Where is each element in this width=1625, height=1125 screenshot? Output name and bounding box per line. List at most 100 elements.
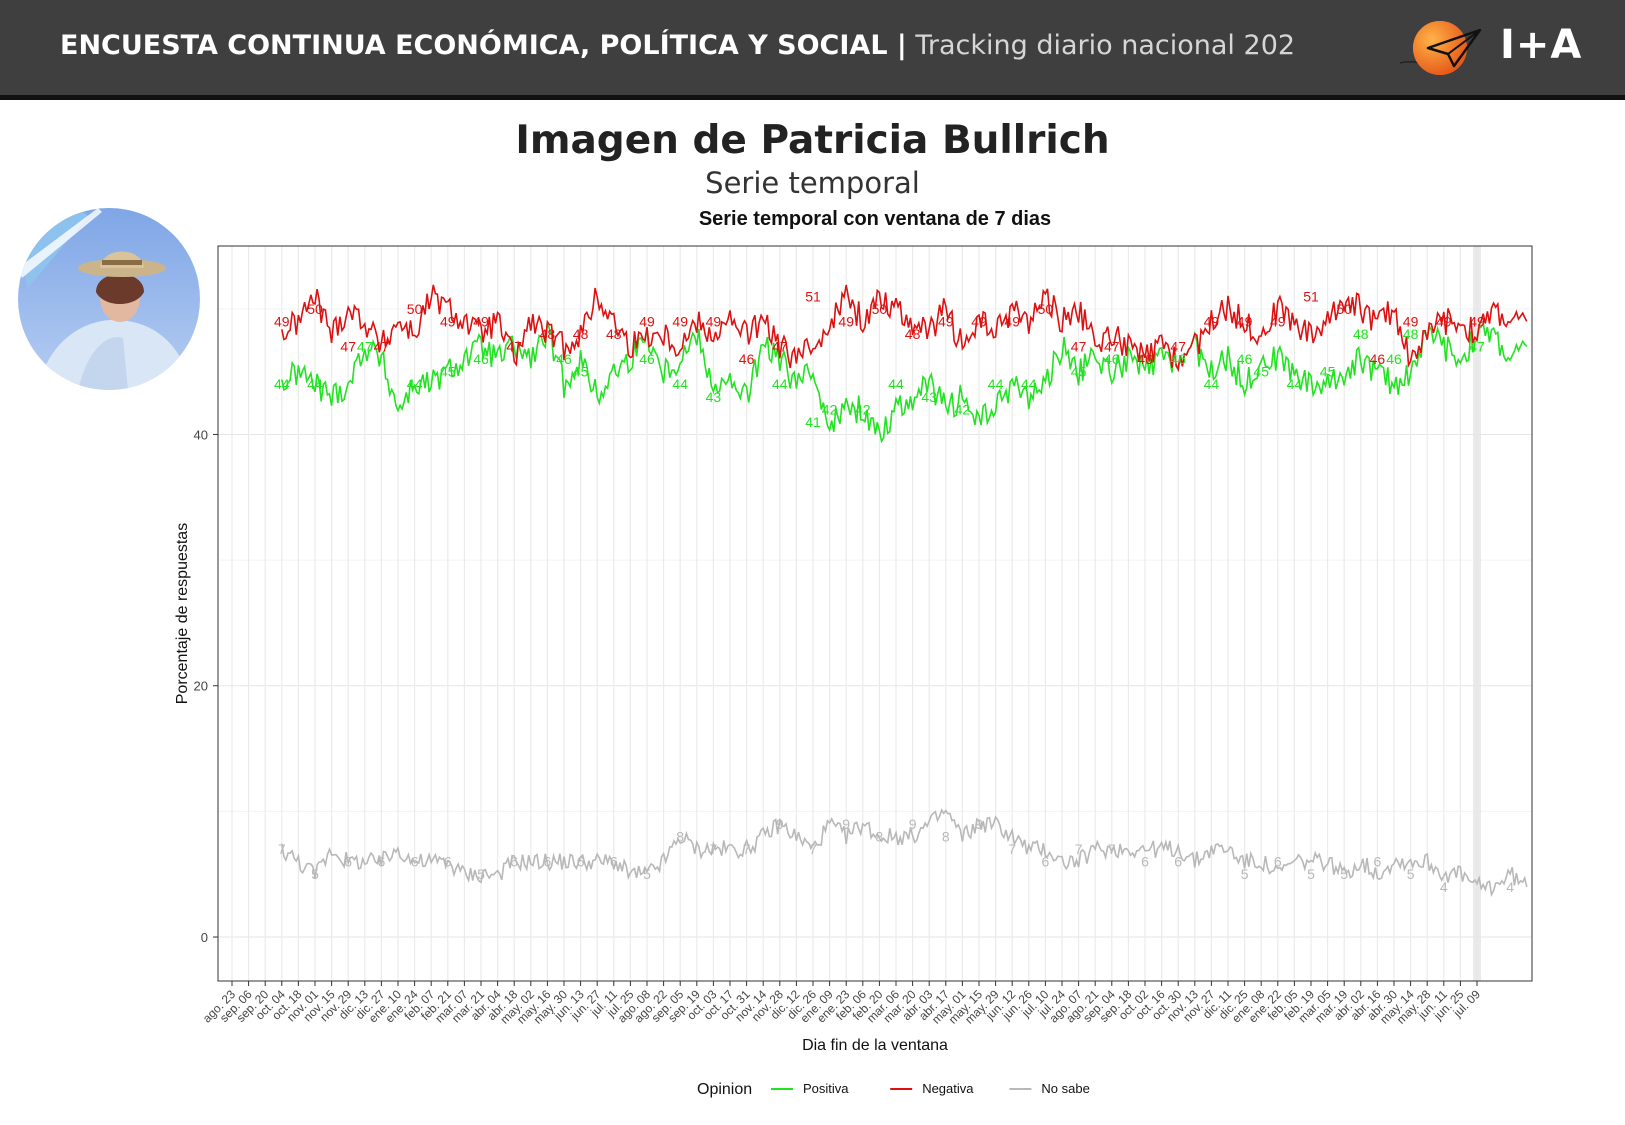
data-label: 42 bbox=[855, 401, 871, 417]
data-label: 48 bbox=[1353, 326, 1369, 342]
data-label: 43 bbox=[706, 389, 722, 405]
data-label: 49 bbox=[639, 313, 655, 329]
header-title: ENCUESTA CONTINUA ECONÓMICA, POLÍTICA Y … bbox=[60, 30, 1295, 61]
data-label: 7 bbox=[1008, 841, 1016, 857]
data-label: 44 bbox=[1204, 376, 1220, 392]
logo-text: I+A bbox=[1500, 22, 1583, 68]
data-label: 46 bbox=[1237, 351, 1253, 367]
data-label: 44 bbox=[407, 376, 423, 392]
data-label: 48 bbox=[1403, 326, 1419, 342]
header-title-light: Tracking diario nacional 202 bbox=[906, 30, 1296, 61]
data-label: 9 bbox=[909, 816, 917, 832]
data-label: 47 bbox=[1104, 339, 1120, 355]
series-line-negativa bbox=[281, 284, 1528, 373]
data-label: 49 bbox=[274, 313, 290, 329]
data-label: 43 bbox=[921, 389, 937, 405]
data-label: 47 bbox=[506, 339, 522, 355]
x-axis-label: Dia fin de la ventana bbox=[802, 1037, 948, 1054]
data-label: 50 bbox=[307, 301, 323, 317]
data-label: 9 bbox=[975, 816, 983, 832]
data-label: 45 bbox=[1071, 364, 1087, 380]
data-label: 44 bbox=[988, 376, 1004, 392]
data-label: 44 bbox=[307, 376, 323, 392]
data-label: 45 bbox=[440, 364, 456, 380]
data-label: 6 bbox=[444, 854, 452, 870]
data-label: 49 bbox=[672, 313, 688, 329]
legend-entry: Positiva bbox=[803, 1081, 849, 1096]
data-label: 46 bbox=[1137, 351, 1153, 367]
legend-title: Opinion bbox=[697, 1081, 752, 1098]
data-label: 50 bbox=[407, 301, 423, 317]
legend-entry: Negativa bbox=[922, 1081, 974, 1096]
data-label: 46 bbox=[1170, 351, 1186, 367]
data-label: 6 bbox=[1141, 854, 1149, 870]
data-label: 46 bbox=[1137, 351, 1153, 367]
data-label: 46 bbox=[639, 351, 655, 367]
data-label: 45 bbox=[1253, 364, 1269, 380]
data-label: 49 bbox=[1436, 313, 1452, 329]
data-label: 48 bbox=[606, 326, 622, 342]
data-label: 6 bbox=[544, 854, 552, 870]
plot-frame bbox=[217, 245, 1533, 982]
data-label: 8 bbox=[876, 829, 884, 845]
data-label: 49 bbox=[1204, 313, 1220, 329]
data-label: 42 bbox=[822, 401, 838, 417]
data-label: 7 bbox=[1108, 841, 1116, 857]
data-label: 41 bbox=[805, 414, 821, 430]
data-label: 46 bbox=[473, 351, 489, 367]
data-label: 45 bbox=[1320, 364, 1336, 380]
data-label: 6 bbox=[411, 854, 419, 870]
data-label: 5 bbox=[1241, 866, 1249, 882]
data-label: 48 bbox=[540, 326, 556, 342]
data-label: 6 bbox=[1274, 854, 1282, 870]
data-label: 6 bbox=[610, 854, 618, 870]
chart-title: Serie temporal con ventana de 7 dias bbox=[699, 208, 1051, 230]
data-label: 5 bbox=[1407, 866, 1415, 882]
data-label: 50 bbox=[1038, 301, 1054, 317]
data-label: 7 bbox=[1075, 841, 1083, 857]
data-label: 5 bbox=[477, 866, 485, 882]
header-bar: ENCUESTA CONTINUA ECONÓMICA, POLÍTICA Y … bbox=[0, 0, 1625, 100]
data-label: 5 bbox=[1307, 866, 1315, 882]
data-label: 8 bbox=[676, 829, 684, 845]
data-label: 47 bbox=[506, 339, 522, 355]
data-label: 47 bbox=[357, 339, 373, 355]
page-title: Imagen de Patricia Bullrich bbox=[515, 118, 1110, 163]
data-label: 49 bbox=[938, 313, 954, 329]
data-label: 5 bbox=[643, 866, 651, 882]
data-label: 48 bbox=[573, 326, 589, 342]
data-label: 47 bbox=[340, 339, 356, 355]
data-label: 44 bbox=[672, 376, 688, 392]
data-label: 48 bbox=[905, 326, 921, 342]
current-window-band bbox=[1473, 246, 1481, 981]
data-label: 8 bbox=[942, 829, 950, 845]
data-label: 49 bbox=[971, 313, 987, 329]
data-label: 4 bbox=[1440, 879, 1448, 895]
data-label: 51 bbox=[805, 288, 821, 304]
data-label: 49 bbox=[1469, 313, 1485, 329]
data-label: 49 bbox=[1004, 313, 1020, 329]
data-label: 44 bbox=[1287, 376, 1303, 392]
page-subtitle: Serie temporal bbox=[705, 166, 920, 200]
data-label: 51 bbox=[1303, 288, 1319, 304]
data-label: 46 bbox=[556, 351, 572, 367]
data-label: 47 bbox=[1469, 339, 1485, 355]
data-label: 47 bbox=[772, 339, 788, 355]
data-label: 46 bbox=[739, 351, 755, 367]
data-label: 50 bbox=[1336, 301, 1352, 317]
data-label: 7 bbox=[809, 841, 817, 857]
data-label: 49 bbox=[1403, 313, 1419, 329]
data-label: 46 bbox=[1104, 351, 1120, 367]
data-label: 47 bbox=[1071, 339, 1087, 355]
data-label: 4 bbox=[1506, 879, 1514, 895]
data-label: 47 bbox=[374, 339, 390, 355]
series-line-no-sabe bbox=[281, 808, 1528, 898]
data-label: 44 bbox=[888, 376, 904, 392]
paper-plane-sun-logo-icon bbox=[1398, 18, 1528, 80]
data-label: 6 bbox=[577, 854, 585, 870]
data-label: 6 bbox=[1174, 854, 1182, 870]
y-tick-label: 40 bbox=[194, 427, 208, 442]
portrait-avatar bbox=[18, 208, 200, 390]
data-label: 6 bbox=[1042, 854, 1050, 870]
data-label: 44 bbox=[274, 376, 290, 392]
